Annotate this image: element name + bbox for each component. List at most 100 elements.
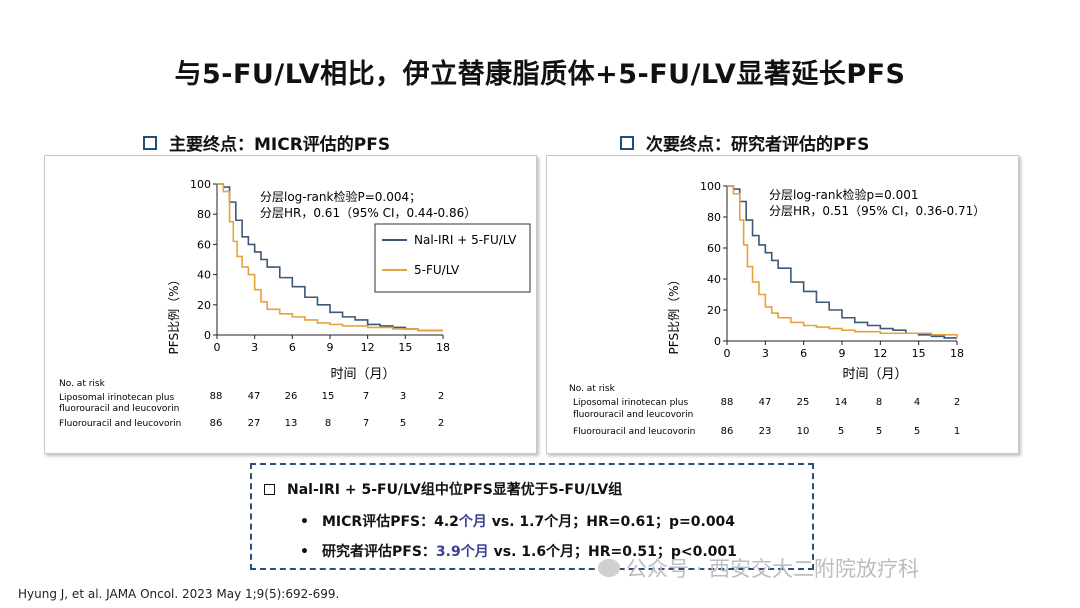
risk-row1-label-a: Liposomal irinotecan plus [573,398,688,408]
square-bullet-icon [143,135,157,150]
risk-count: 23 [759,426,772,437]
x-tick-label: 0 [214,341,221,354]
x-tick-label: 12 [361,341,375,354]
km-panel-primary: 0 3 6 9 12 15 18 0 20 40 60 80 100 分层log-rank检验P=0.0… [44,155,537,454]
y-tick-label: 40 [197,269,211,282]
stat-line-2: 分层HR，0.61（95% CI，0.44-0.86） [260,206,476,220]
y-tick-label: 60 [197,238,211,251]
inv-text-b: 3.9个月 [435,544,489,560]
risk-count: 5 [400,418,406,429]
y-axis-label: PFS比例（%） [667,274,681,355]
y-tick-label: 20 [707,304,721,317]
bullet-dot-icon: • [300,544,309,560]
watermark-text: 公众号 · 西安交大二附院放疗科 [626,557,920,581]
legend-label-fu-lv: 5-FU/LV [414,263,460,277]
summary-bullet-micr: • MICR评估PFS：4.2个月 vs. 1.7个月；HR=0.61；p=0.0… [300,511,735,531]
km-chart-primary: 0 3 6 9 12 15 18 0 20 40 60 80 100 分层log-rank检验P=0.0… [59,178,531,429]
x-tick-label: 6 [289,341,296,354]
x-tick-label: 9 [839,347,846,360]
risk-count: 5 [914,426,920,437]
risk-count: 27 [248,418,261,429]
legend-box [374,223,531,293]
risk-count: 2 [954,397,960,408]
micr-text-a: MICR评估PFS：4.2 [322,514,459,530]
y-tick-label: 60 [707,242,721,255]
x-tick-label: 3 [251,341,258,354]
y-tick-label: 80 [197,208,211,221]
risk-title: No. at risk [59,379,106,389]
square-bullet-icon [620,135,634,150]
stat-line-1: 分层log-rank检验P=0.004； [260,189,421,204]
y-tick-label: 100 [700,180,721,193]
watermark: 公众号 · 西安交大二附院放疗科 [598,553,919,583]
bullet-dot-icon: • [300,514,309,530]
y-tick-label: 0 [714,335,721,348]
risk-count: 88 [721,397,734,408]
km-panel-secondary: 0 3 6 9 12 15 18 0 20 40 60 80 100 分层log-rank检验p=0.0… [546,155,1019,454]
summary-bullet-investigator: • 研究者评估PFS：3.9个月 vs. 1.6个月；HR=0.51；p<0.00… [300,541,737,561]
risk-count: 2 [438,418,444,429]
stat-line-1: 分层log-rank检验p=0.001 [769,187,919,202]
x-tick-label: 18 [436,341,450,354]
risk-count: 7 [363,418,369,429]
y-tick-label: 0 [204,329,211,342]
y-tick-label: 80 [707,211,721,224]
primary-endpoint-heading: 主要终点：MICR评估的PFS [143,130,390,155]
risk-count: 25 [797,397,810,408]
risk-count: 8 [876,397,882,408]
risk-count: 14 [835,397,848,408]
risk-count: 26 [285,391,298,402]
y-axis-label: PFS比例（%） [167,274,181,355]
risk-count: 10 [797,426,810,437]
x-tick-label: 9 [327,341,334,354]
x-tick-label: 3 [762,347,769,360]
secondary-endpoint-label: 次要终点：研究者评估的PFS [646,135,870,155]
km-curve-fu-lv [217,183,443,332]
risk-count: 47 [248,391,261,402]
x-axis-label: 时间（月） [330,367,395,382]
slide-title: 与5-FU/LV相比，伊立替康脂质体+5-FU/LV显著延长PFS [174,59,906,90]
x-tick-label: 15 [398,341,412,354]
km-curve-fu-lv [727,185,958,338]
risk-count: 13 [285,418,298,429]
risk-row1-label-b: fluorouracil and leucovorin [59,404,179,414]
checkbox-square-icon [264,483,275,495]
summary-box: Nal-IRI + 5-FU/LV组中位PFS显著优于5-FU/LV组 • MIC… [250,463,814,570]
risk-count: 88 [210,391,223,402]
y-tick-label: 40 [707,273,721,286]
y-tick-label: 100 [190,178,211,191]
risk-count: 15 [322,391,335,402]
risk-count: 7 [363,391,369,402]
x-tick-label: 6 [800,347,807,360]
risk-count: 1 [954,426,960,437]
km-curve-nal-iri [217,183,443,332]
x-tick-label: 12 [873,347,887,360]
risk-count: 86 [210,418,223,429]
x-tick-label: 18 [950,347,964,360]
risk-row2-label: Fluorouracil and leucovorin [573,427,695,437]
y-tick-label: 20 [197,299,211,312]
risk-count: 2 [438,391,444,402]
x-axis-label: 时间（月） [842,367,907,382]
micr-text-c: vs. 1.7个月；HR=0.61；p=0.004 [486,514,736,530]
summary-heading-text: Nal-IRI + 5-FU/LV组中位PFS显著优于5-FU/LV组 [287,482,623,498]
risk-count: 86 [721,426,734,437]
risk-row1-label-b: fluorouracil and leucovorin [573,410,693,420]
risk-count: 5 [838,426,844,437]
inv-text-a: 研究者评估PFS： [322,544,436,560]
stat-line-2: 分层HR，0.51（95% CI，0.36-0.71） [769,204,985,218]
risk-count: 8 [325,418,331,429]
inv-text-c: vs. 1.6个月；HR=0.51；p<0.001 [488,544,737,560]
risk-count: 47 [759,397,772,408]
risk-row2-label: Fluorouracil and leucovorin [59,419,181,429]
x-tick-label: 15 [912,347,926,360]
risk-count: 5 [876,426,882,437]
summary-heading: Nal-IRI + 5-FU/LV组中位PFS显著优于5-FU/LV组 [264,479,622,499]
secondary-endpoint-heading: 次要终点：研究者评估的PFS [620,130,869,155]
risk-title: No. at risk [569,384,616,394]
risk-row1-label-a: Liposomal irinotecan plus [59,393,174,403]
risk-count: 3 [400,391,406,402]
citation: Hyung J, et al. JAMA Oncol. 2023 May 1;9… [18,587,340,601]
micr-text-b: 个月 [458,514,487,530]
